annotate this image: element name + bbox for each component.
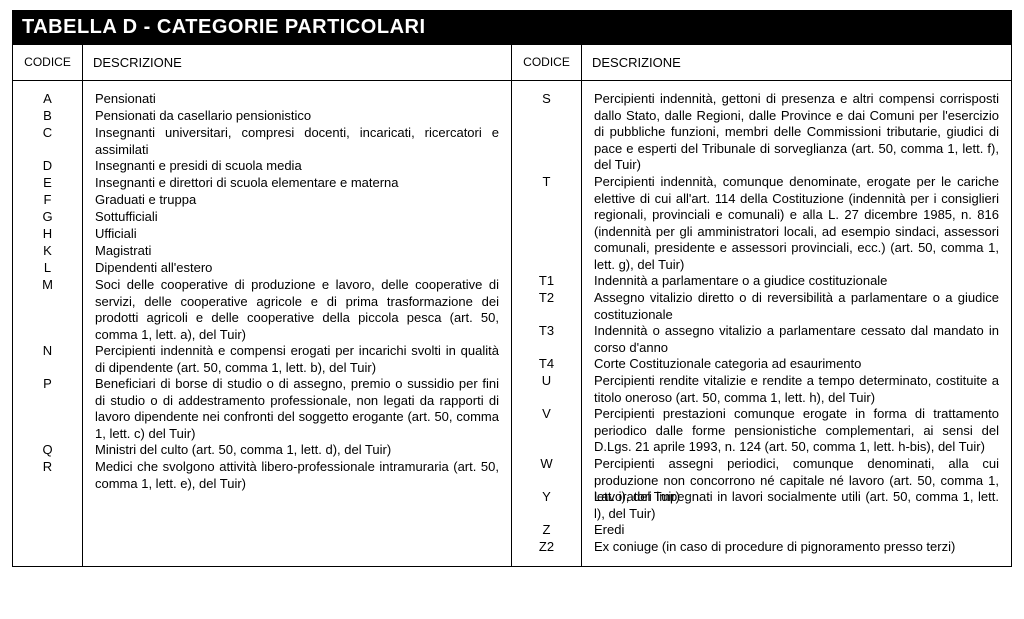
desc-cell: Indennità a parlamentare o a giudice cos… [592, 273, 1001, 290]
desc-cell: Dipendenti all'estero [93, 260, 501, 277]
header-code-left: CODICE [13, 45, 83, 81]
desc-cell: Ex coniuge (in caso di procedure di pign… [592, 539, 1001, 556]
code-cell: Z2 [512, 539, 581, 556]
code-cell: D [13, 158, 82, 175]
desc-cell: Graduati e truppa [93, 192, 501, 209]
desc-cell: Insegnanti e direttori di scuola element… [93, 175, 501, 192]
header-desc-right: DESCRIZIONE [582, 45, 1011, 81]
desc-cell: Percipienti indennità, gettoni di presen… [592, 91, 1001, 174]
header-desc-left: DESCRIZIONE [83, 45, 512, 81]
code-cell: B [13, 108, 82, 125]
desc-cell: Corte Costituzionale categoria ad esauri… [592, 356, 1001, 373]
desc-cell: Medici che svolgono attività libero-prof… [93, 459, 501, 492]
code-cell: W [512, 456, 581, 489]
body-descs-right: Percipienti indennità, gettoni di presen… [582, 81, 1011, 566]
code-cell: T [512, 174, 581, 273]
body-codes-right: STT1T2T3T4UVWYZZ2 [512, 81, 582, 566]
desc-cell: Percipienti prestazioni comunque erogate… [592, 406, 1001, 456]
desc-cell: Insegnanti universitari, compresi docent… [93, 125, 501, 158]
desc-cell: Sottufficiali [93, 209, 501, 226]
table-title: TABELLA D - CATEGORIE PARTICOLARI [12, 10, 1012, 45]
code-cell: M [13, 277, 82, 343]
desc-cell: Beneficiari di borse di studio o di asse… [93, 376, 501, 442]
code-cell: U [512, 373, 581, 406]
code-cell: A [13, 91, 82, 108]
table-d: CODICE DESCRIZIONE CODICE DESCRIZIONE AB… [12, 45, 1012, 567]
desc-cell: Soci delle cooperative di produzione e l… [93, 277, 501, 343]
desc-cell: Ufficiali [93, 226, 501, 243]
code-cell: T3 [512, 323, 581, 356]
code-cell: E [13, 175, 82, 192]
desc-cell: Magistrati [93, 243, 501, 260]
code-cell: G [13, 209, 82, 226]
desc-cell: Eredi [592, 522, 1001, 539]
desc-cell: Percipienti indennità, comunque denomina… [592, 174, 1001, 273]
code-cell: T1 [512, 273, 581, 290]
code-cell: T4 [512, 356, 581, 373]
code-cell: L [13, 260, 82, 277]
desc-cell: Lavoratori impegnati in lavori socialmen… [592, 489, 1001, 522]
header-code-right: CODICE [512, 45, 582, 81]
desc-cell: Insegnanti e presidi di scuola media [93, 158, 501, 175]
desc-cell: Pensionati [93, 91, 501, 108]
desc-cell: Indennità o assegno vitalizio a parlamen… [592, 323, 1001, 356]
page-root: TABELLA D - CATEGORIE PARTICOLARI CODICE… [0, 0, 1024, 579]
code-cell: Y [512, 489, 581, 522]
code-cell: S [512, 91, 581, 174]
code-cell: V [512, 406, 581, 456]
desc-cell: Percipienti assegni periodici, comunque … [592, 456, 1001, 489]
code-cell: P [13, 376, 82, 442]
code-cell: Q [13, 442, 82, 459]
code-cell: T2 [512, 290, 581, 323]
code-cell: R [13, 459, 82, 492]
code-cell: N [13, 343, 82, 376]
body-descs-left: PensionatiPensionati da casellario pensi… [83, 81, 512, 566]
code-cell: H [13, 226, 82, 243]
body-codes-left: ABCDEFGHKLMNPQR [13, 81, 83, 566]
desc-cell: Percipienti indennità e compensi erogati… [93, 343, 501, 376]
code-cell: F [13, 192, 82, 209]
code-cell: K [13, 243, 82, 260]
desc-cell: Ministri del culto (art. 50, comma 1, le… [93, 442, 501, 459]
desc-cell: Pensionati da casellario pensionistico [93, 108, 501, 125]
code-cell: C [13, 125, 82, 158]
code-cell: Z [512, 522, 581, 539]
desc-cell: Assegno vitalizio diretto o di reversibi… [592, 290, 1001, 323]
desc-cell: Percipienti rendite vitalizie e rendite … [592, 373, 1001, 406]
